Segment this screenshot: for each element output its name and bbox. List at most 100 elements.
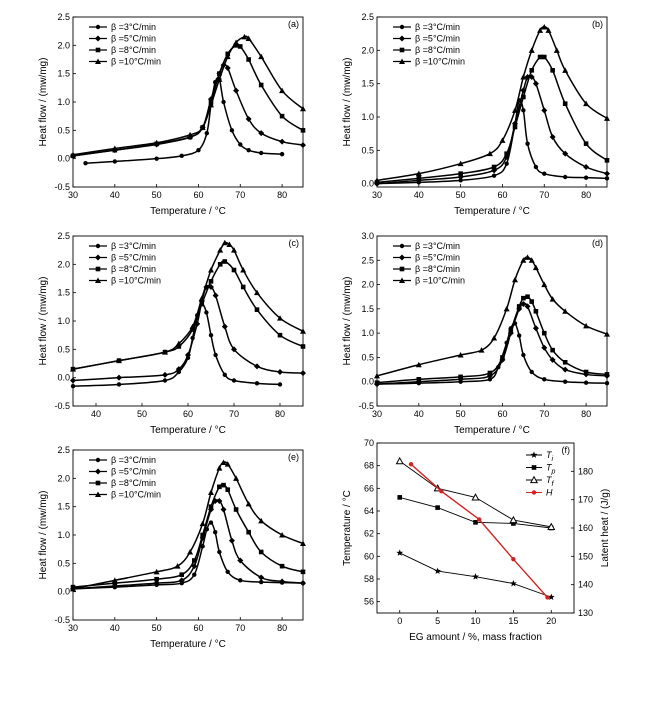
legend-marker <box>95 47 101 53</box>
x-tick-label: 30 <box>372 190 382 200</box>
x-tick-label: 60 <box>193 623 203 633</box>
data-point <box>241 33 248 40</box>
data-point <box>500 355 505 360</box>
data-point <box>224 53 231 60</box>
x-tick-label: 60 <box>193 190 203 200</box>
legend-label: β =5°C/min <box>415 34 460 44</box>
series-line <box>72 43 304 157</box>
x-tick-label: 60 <box>497 190 507 200</box>
data-point <box>245 35 252 42</box>
y-tick-label: 68 <box>364 461 374 471</box>
y-tick-label: 0.5 <box>57 558 70 568</box>
legend-label: β =5°C/min <box>415 253 460 263</box>
data-point <box>300 128 306 133</box>
data-point <box>279 563 285 569</box>
data-point <box>521 108 526 113</box>
data-point <box>524 254 531 260</box>
data-point <box>240 267 247 273</box>
data-point <box>187 131 194 138</box>
legend-marker <box>399 277 405 283</box>
data-point <box>216 76 223 82</box>
data-point <box>153 139 160 146</box>
data-point <box>520 74 527 80</box>
data-point <box>545 595 550 600</box>
series-3: β =8°C/min <box>70 43 306 159</box>
data-point <box>583 322 590 329</box>
y-tick-label: 1.0 <box>57 97 70 107</box>
data-point <box>300 105 306 112</box>
data-point <box>562 366 569 373</box>
data-point <box>521 94 526 100</box>
legend-marker <box>399 243 405 249</box>
data-point <box>547 593 555 601</box>
y-tick-label: 2.5 <box>57 445 70 455</box>
x-tick-label: 60 <box>183 409 193 419</box>
y-right-tick-label: 170 <box>578 495 593 505</box>
data-point <box>277 315 283 321</box>
legend-marker <box>399 24 405 30</box>
x-tick-label: 40 <box>414 190 424 200</box>
plot-frame <box>376 16 608 188</box>
data-point <box>70 366 76 372</box>
y-tick-label: 0.0 <box>361 179 374 189</box>
y-tick-label: 0.5 <box>57 125 70 135</box>
data-point <box>217 247 224 253</box>
data-point <box>562 174 568 180</box>
panel-label: (c) <box>289 238 300 248</box>
y-tick-label: 1.5 <box>57 502 70 512</box>
y-tick-label: 70 <box>364 438 374 448</box>
legend-marker <box>95 243 101 249</box>
series-2: β =5°C/min <box>70 34 306 159</box>
legend-label: β =10°C/min <box>111 490 161 500</box>
x-tick-label: 15 <box>508 616 518 626</box>
data-point <box>204 130 210 136</box>
data-point <box>477 517 482 522</box>
data-point <box>224 65 231 71</box>
data-point <box>532 264 539 271</box>
data-point <box>208 520 214 525</box>
data-point <box>217 484 222 490</box>
data-point <box>512 107 518 113</box>
data-point <box>174 563 181 569</box>
data-point <box>258 574 265 581</box>
data-point <box>198 295 205 301</box>
x-axis-label: Temperature / °C <box>150 206 226 217</box>
data-point <box>208 489 214 495</box>
data-point <box>221 323 228 330</box>
data-point <box>176 344 182 349</box>
data-point <box>604 331 610 337</box>
x-tick-label: 30 <box>68 190 78 200</box>
data-point <box>258 150 264 156</box>
legend-marker <box>529 475 539 484</box>
data-point <box>217 71 222 76</box>
data-point <box>537 27 544 33</box>
series-line <box>72 241 304 370</box>
data-point <box>111 145 118 151</box>
data-point <box>521 352 526 358</box>
data-point <box>541 107 548 114</box>
chart-panel-f: 0 5 10 15 20 56 58 60 62 64 66 68 70 EG amount / %, m… <box>342 438 611 643</box>
data-point <box>525 294 530 300</box>
y-axis-label: Temperature / °C <box>342 490 353 566</box>
y-tick-label: -0.5 <box>54 182 70 192</box>
y-right-tick-label: 140 <box>578 580 593 590</box>
data-point <box>254 289 260 296</box>
data-point <box>396 549 404 556</box>
x-tick-label: 80 <box>275 409 285 419</box>
data-point <box>204 310 209 315</box>
data-point <box>111 577 118 583</box>
data-point <box>562 359 568 365</box>
data-point <box>583 369 589 375</box>
data-point <box>512 124 518 130</box>
x-axis-label: Temperature / °C <box>454 206 530 217</box>
data-point <box>516 333 522 338</box>
legend-label: β =3°C/min <box>111 241 156 251</box>
legend-marker <box>399 254 405 261</box>
legend-label-main: T <box>546 475 553 485</box>
series-4: β =10°C/min <box>70 459 306 592</box>
y-tick-label: 1.5 <box>57 69 70 79</box>
y-tick-label: 0.0 <box>57 154 70 164</box>
x-tick-label: 50 <box>137 409 147 419</box>
legend-label: β =10°C/min <box>415 276 465 286</box>
data-point <box>279 578 286 585</box>
